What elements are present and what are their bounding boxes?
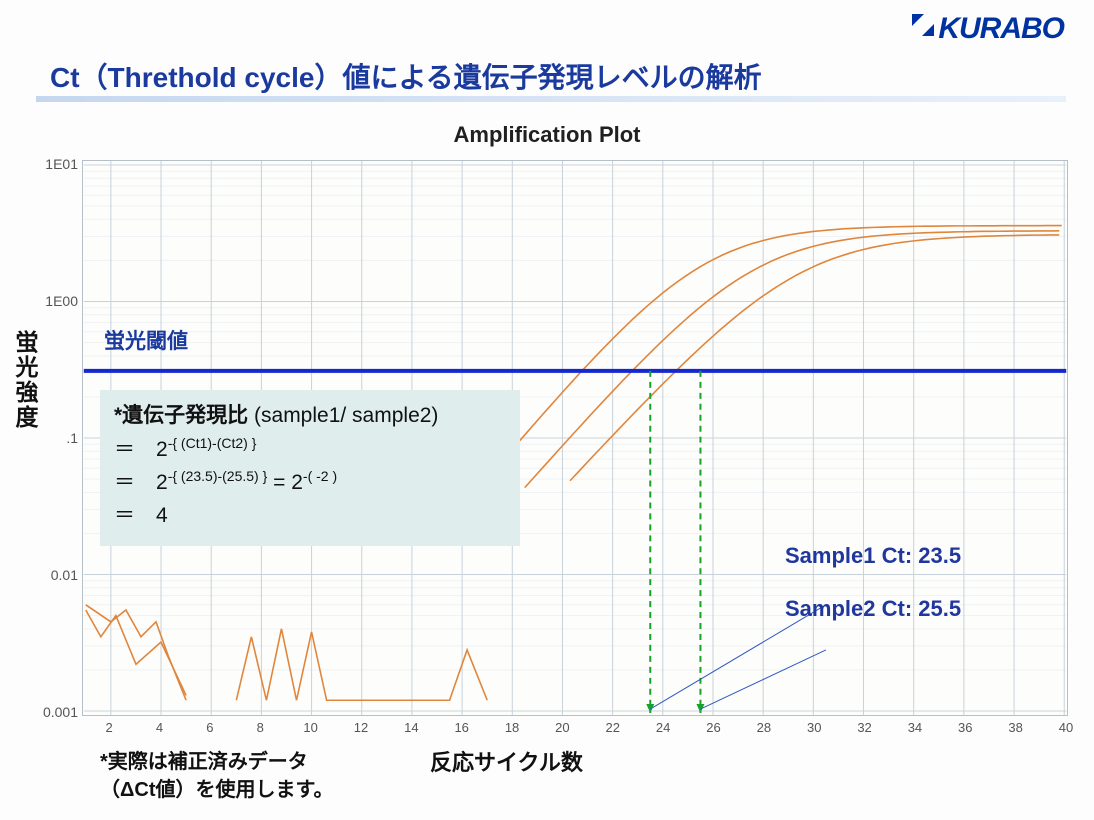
brand-logo: KURABO — [910, 12, 1064, 46]
y-tick-label: .1 — [28, 430, 78, 446]
x-tick-label: 18 — [500, 720, 524, 735]
calc-l2-base: ＝ 2 — [114, 471, 168, 494]
calc-line-2: ＝ 2-{ (23.5)-(25.5) } = 2-( -2 ) — [114, 466, 506, 500]
x-tick-label: 40 — [1054, 720, 1078, 735]
x-tick-label: 2 — [97, 720, 121, 735]
sample-ct-labels: Sample1 Ct: 23.5 Sample2 Ct: 25.5 — [785, 530, 961, 636]
threshold-label: 蛍光閾値 — [104, 325, 188, 355]
logo-mark-icon — [910, 12, 936, 46]
footnote-l2: （ΔCt値）を使用します。 — [100, 776, 333, 804]
sample2-ct: Sample2 Ct: 25.5 — [785, 583, 961, 636]
expression-ratio-box: *遺伝子発現比 (sample1/ sample2) ＝ 2-{ (Ct1)-(… — [100, 390, 520, 546]
chart-title: Amplification Plot — [0, 122, 1094, 148]
x-tick-label: 8 — [248, 720, 272, 735]
y-axis-label: 蛍光強度 — [8, 330, 42, 430]
footnote-l1: *実際は補正済みデータ — [100, 748, 333, 776]
calc-l2-exp: -{ (23.5)-(25.5) } — [168, 468, 268, 484]
footnote: *実際は補正済みデータ （ΔCt値）を使用します。 — [100, 748, 333, 804]
y-tick-label: 1E01 — [28, 156, 78, 172]
calc-header: *遺伝子発現比 (sample1/ sample2) — [114, 400, 506, 433]
x-tick-label: 20 — [550, 720, 574, 735]
x-tick-label: 16 — [450, 720, 474, 735]
x-tick-label: 24 — [651, 720, 675, 735]
y-tick-label: 0.001 — [28, 704, 78, 720]
calc-line-1: ＝ 2-{ (Ct1)-(Ct2) } — [114, 433, 506, 467]
title-underline — [36, 96, 1066, 102]
page-title: Ct（Threthold cycle）値による遺伝子発現レベルの解析 — [50, 56, 762, 96]
x-tick-label: 4 — [148, 720, 172, 735]
x-tick-label: 28 — [752, 720, 776, 735]
calc-header-rest: (sample1/ sample2) — [254, 404, 438, 427]
calc-line-3: ＝ 4 — [114, 500, 506, 533]
x-tick-label: 32 — [853, 720, 877, 735]
logo-text: KURABO — [938, 12, 1064, 46]
y-tick-label: 0.01 — [28, 567, 78, 583]
calc-header-bold: *遺伝子発現比 — [114, 404, 254, 427]
x-tick-label: 36 — [953, 720, 977, 735]
calc-l2-exp2: -( -2 ) — [303, 468, 337, 484]
x-tick-label: 22 — [601, 720, 625, 735]
x-tick-label: 10 — [299, 720, 323, 735]
calc-l1-exp: -{ (Ct1)-(Ct2) } — [168, 435, 257, 451]
x-tick-label: 38 — [1004, 720, 1028, 735]
x-tick-label: 34 — [903, 720, 927, 735]
y-tick-label: 1E00 — [28, 293, 78, 309]
sample1-ct: Sample1 Ct: 23.5 — [785, 530, 961, 583]
calc-l2-mid: = 2 — [267, 471, 303, 494]
x-tick-label: 6 — [198, 720, 222, 735]
calc-l1-base: ＝ 2 — [114, 438, 168, 461]
x-axis-label: 反応サイクル数 — [430, 745, 583, 777]
x-tick-label: 12 — [349, 720, 373, 735]
x-tick-label: 30 — [802, 720, 826, 735]
x-tick-label: 26 — [701, 720, 725, 735]
x-tick-label: 14 — [399, 720, 423, 735]
